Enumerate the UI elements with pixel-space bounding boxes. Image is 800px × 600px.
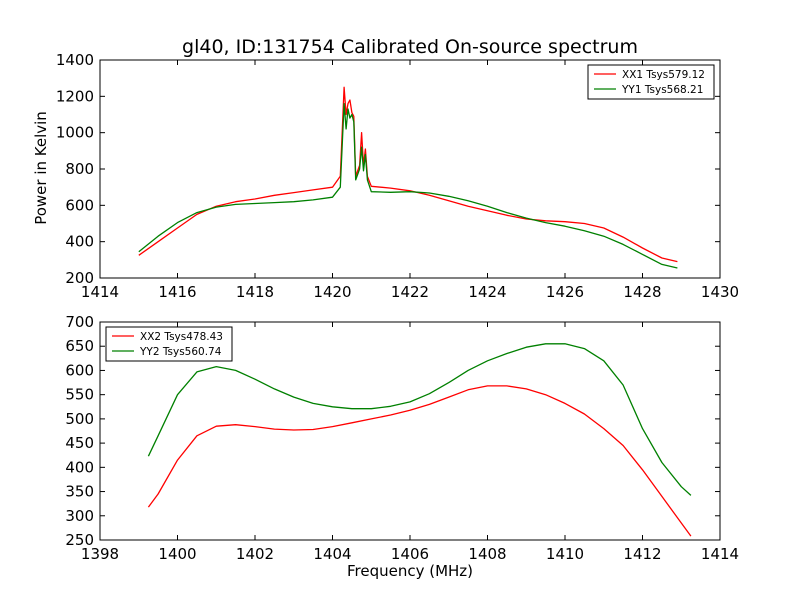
x-tick-label: 1430	[701, 283, 739, 301]
legend-box	[105, 326, 233, 362]
y-tick-label: 600	[65, 196, 94, 214]
y-tick-label: 250	[65, 531, 94, 549]
x-tick-label: 1414	[701, 545, 739, 563]
x-tick-label: 1398	[81, 545, 119, 563]
top-y-axis-label: Power in Kelvin	[32, 111, 50, 225]
x-tick-label: 1426	[546, 283, 584, 301]
series-line-xx1	[138, 86, 678, 263]
x-tick-label: 1400	[158, 545, 196, 563]
legend: XX2 Tsys478.43 YY2 Tsys560.74	[105, 326, 233, 362]
y-tick-label: 1400	[56, 51, 94, 69]
x-tick-label: 1424	[468, 283, 506, 301]
chart-title: gl40, ID:131754 Calibrated On-source spe…	[182, 36, 638, 58]
series-line-xx2	[147, 385, 692, 537]
x-tick-label: 1408	[468, 545, 506, 563]
series-line-yy1	[138, 102, 678, 269]
top-panel: 1414 1416 1418 1420 1422 1424 1426 1428 1430 200 4…	[56, 51, 739, 301]
y-tick-label: 350	[65, 483, 94, 501]
y-tick-label: 700	[65, 313, 94, 331]
legend-label: YY2 Tsys560.74	[139, 346, 222, 358]
y-tick-label: 1000	[56, 124, 94, 142]
legend: XX1 Tsys579.12 YY1 Tsys568.21	[587, 64, 715, 100]
x-tick-label: 1416	[158, 283, 196, 301]
y-tick-label: 300	[65, 507, 94, 525]
y-tick-label: 450	[65, 434, 94, 452]
x-tick-label: 1414	[81, 283, 119, 301]
x-tick-label: 1418	[236, 283, 274, 301]
bottom-panel: 1398 1400 1402 1404 1406 1408 1410 1412 1414 250 3…	[65, 313, 739, 563]
y-tick-label: 500	[65, 410, 94, 428]
y-tick-label: 400	[65, 458, 94, 476]
y-tick-label: 400	[65, 233, 94, 251]
legend-label: YY1 Tsys568.21	[621, 84, 703, 96]
legend-label: XX1 Tsys579.12	[622, 69, 705, 81]
x-tick-label: 1422	[391, 283, 429, 301]
y-tick-label: 650	[65, 337, 94, 355]
bottom-x-axis-label: Frequency (MHz)	[347, 562, 473, 580]
x-tick-label: 1402	[236, 545, 274, 563]
legend-box	[587, 64, 715, 100]
y-tick-label: 550	[65, 386, 94, 404]
x-tick-label: 1404	[313, 545, 351, 563]
x-tick-label: 1420	[313, 283, 351, 301]
y-tick-label: 200	[65, 269, 94, 287]
legend-label: XX2 Tsys478.43	[140, 331, 223, 343]
x-tick-label: 1428	[623, 283, 661, 301]
y-tick-label: 600	[65, 361, 94, 379]
x-tick-label: 1406	[391, 545, 429, 563]
x-tick-label: 1410	[546, 545, 584, 563]
y-tick-label: 800	[65, 160, 94, 178]
x-tick-label: 1412	[623, 545, 661, 563]
series-line-yy2	[147, 343, 692, 496]
y-tick-label: 1200	[56, 87, 94, 105]
